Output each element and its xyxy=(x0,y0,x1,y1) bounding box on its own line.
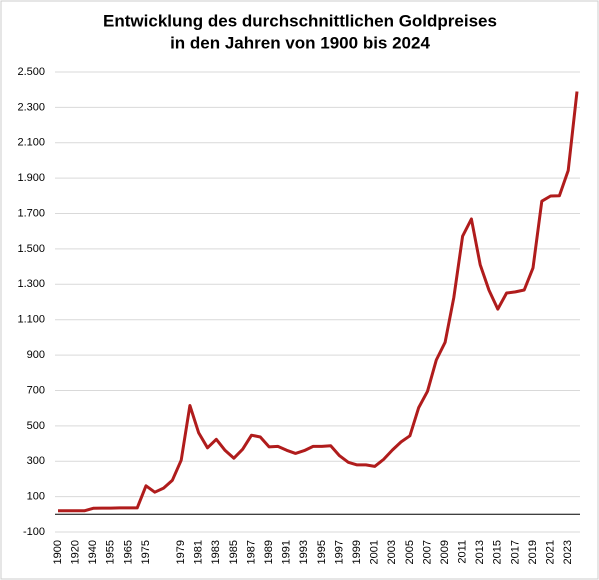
x-tick-label: 2009 xyxy=(439,540,451,564)
x-tick-label: 1900 xyxy=(52,540,64,564)
x-tick-label: 2011 xyxy=(457,540,469,564)
y-tick-label: 700 xyxy=(27,384,45,396)
y-tick-label: 2.500 xyxy=(17,66,45,78)
y-tick-label: 1.900 xyxy=(17,172,45,184)
x-tick-label: 1987 xyxy=(245,540,257,564)
y-tick-label: 1.300 xyxy=(17,278,45,290)
y-tick-label: 100 xyxy=(27,491,45,503)
x-tick-label: 2017 xyxy=(509,540,521,564)
chart-title: Entwicklung des durchschnittlichen Goldp… xyxy=(103,11,497,30)
x-tick-label: 1989 xyxy=(263,540,275,564)
x-tick-label: 2019 xyxy=(527,540,539,564)
x-tick-label: 1955 xyxy=(105,540,117,564)
x-tick-label: 1991 xyxy=(281,540,293,564)
x-tick-label: 1940 xyxy=(87,540,99,564)
x-tick-label: 1981 xyxy=(193,540,205,564)
x-tick-label: 2001 xyxy=(369,540,381,564)
x-tick-label: 2007 xyxy=(421,540,433,564)
y-tick-label: 500 xyxy=(27,420,45,432)
line-series xyxy=(58,91,579,513)
x-tick-label: 1965 xyxy=(122,540,134,564)
x-tick-label: 1975 xyxy=(140,540,152,564)
x-tick-label: 1997 xyxy=(333,540,345,564)
x-tick-label: 1983 xyxy=(210,540,222,564)
x-tick-label: 1995 xyxy=(316,540,328,564)
x-tick-label: 1993 xyxy=(298,540,310,564)
x-tick-label: 2003 xyxy=(386,540,398,564)
y-tick-label: 900 xyxy=(27,349,45,361)
y-tick-label: -100 xyxy=(23,526,45,538)
y-tick-label: 1.100 xyxy=(17,314,45,326)
x-tick-label: 2005 xyxy=(404,540,416,564)
y-tick-label: 1.700 xyxy=(17,207,45,219)
x-tick-label: 1985 xyxy=(228,540,240,564)
x-tick-label: 2023 xyxy=(562,540,574,564)
x-tick-label: 2021 xyxy=(545,540,557,564)
x-tick-label: 1979 xyxy=(175,540,187,564)
x-tick-label: 1920 xyxy=(69,540,81,564)
x-tick-label: 2015 xyxy=(492,540,504,564)
y-tick-label: 2.100 xyxy=(17,137,45,149)
y-tick-label: 1.500 xyxy=(17,243,45,255)
x-tick-label: 1999 xyxy=(351,540,363,564)
x-tick-label: 2013 xyxy=(474,540,486,564)
y-tick-label: 300 xyxy=(27,455,45,467)
chart-subtitle: in den Jahren von 1900 bis 2024 xyxy=(170,33,430,52)
y-tick-label: 2.300 xyxy=(17,101,45,113)
